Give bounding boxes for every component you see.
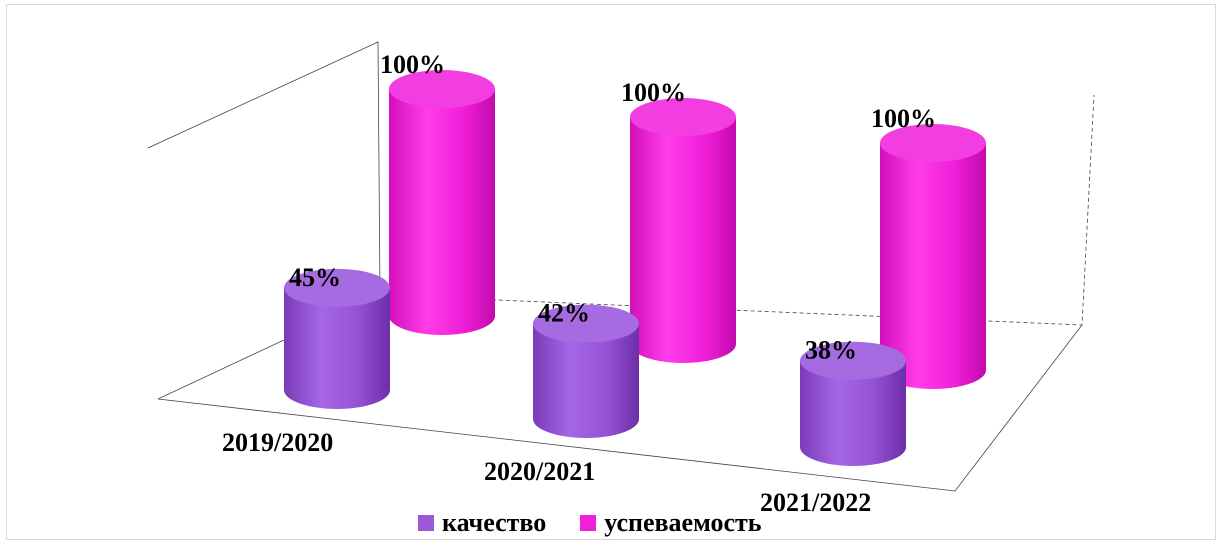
- bar-progress-2: [630, 98, 736, 363]
- legend-label-progress: успеваемость: [604, 508, 762, 537]
- data-label-quality-2: 42%: [538, 299, 590, 328]
- category-label-1: 2019/2020: [222, 428, 333, 457]
- bar-quality-3: [800, 341, 906, 466]
- data-label-progress-1: 100%: [380, 50, 445, 79]
- category-label-2: 2020/2021: [484, 457, 595, 486]
- bar-progress-2-body: [630, 117, 736, 363]
- chart-labels: 45% 100% 42% 100% 38% 100% 2019/2020 2020/2021 2…: [222, 50, 936, 517]
- floor-front-edge: [157, 324, 1083, 492]
- bar-quality-1-top: [284, 268, 390, 307]
- chart-walls: [147, 41, 1095, 492]
- legend-swatch-progress: [580, 515, 597, 531]
- bar-quality-2-body: [533, 323, 639, 438]
- bar-progress-1-top: [389, 70, 495, 108]
- bar-progress-1-body: [389, 89, 495, 335]
- legend: качество успеваемость: [418, 508, 782, 538]
- legend-item-progress: успеваемость: [580, 508, 762, 538]
- category-label-3: 2021/2022: [760, 488, 871, 517]
- bar-quality-2-top: [533, 304, 639, 343]
- data-label-quality-1: 45%: [289, 263, 341, 292]
- bar-quality-1: [284, 268, 390, 409]
- bar-progress-3-top: [880, 124, 986, 162]
- bar-quality-3-body: [800, 360, 906, 466]
- bar-quality-3-top: [800, 341, 906, 380]
- bar-progress-3: [880, 124, 986, 389]
- chart-bars: [284, 70, 986, 466]
- bar-progress-3-body: [880, 143, 986, 389]
- bar-progress-1: [389, 70, 495, 335]
- legend-swatch-quality: [418, 515, 434, 531]
- bar-progress-2-top: [630, 98, 736, 136]
- bar-quality-1-body: [284, 287, 390, 409]
- data-label-progress-2: 100%: [621, 78, 686, 107]
- bar-quality-2: [533, 304, 639, 438]
- chart-area: [6, 4, 1216, 540]
- legend-label-quality: качество: [442, 508, 547, 537]
- back-wall-left: [147, 41, 381, 400]
- data-label-progress-3: 100%: [871, 104, 936, 133]
- legend-item-quality: качество: [418, 508, 546, 538]
- data-label-quality-3: 38%: [805, 336, 857, 365]
